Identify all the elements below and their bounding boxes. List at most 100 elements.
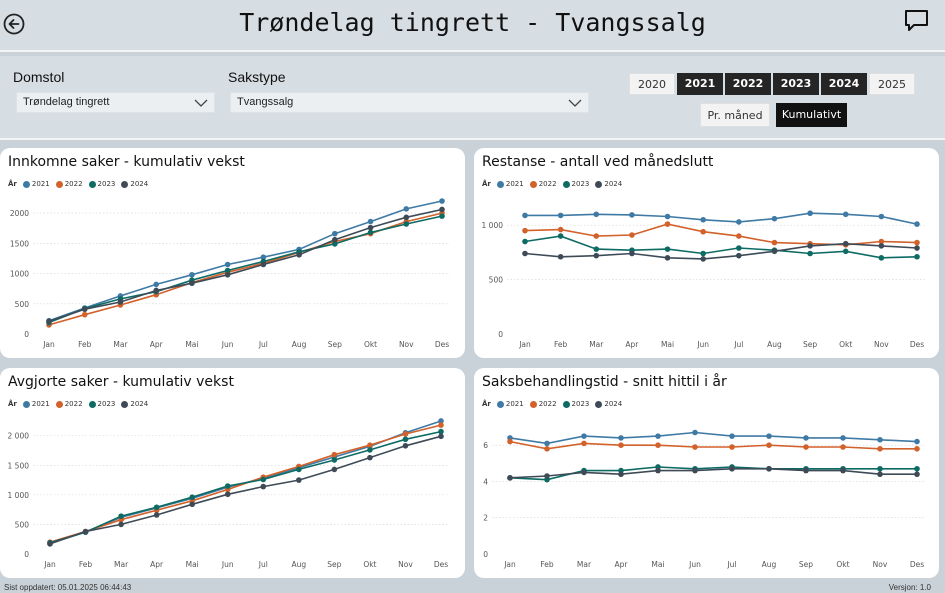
data-point-2024[interactable] xyxy=(189,280,195,287)
sakstype-dropdown[interactable]: Tvangssalg xyxy=(230,92,589,113)
data-point-2024[interactable] xyxy=(153,287,159,294)
data-point-2021[interactable] xyxy=(189,271,195,278)
data-point-2022[interactable] xyxy=(914,239,920,246)
data-point-2022[interactable] xyxy=(331,451,338,458)
data-point-2024[interactable] xyxy=(878,243,885,249)
data-point-2023[interactable] xyxy=(557,233,564,239)
data-point-2022[interactable] xyxy=(736,233,742,239)
data-point-2023[interactable] xyxy=(224,267,231,274)
data-point-2024[interactable] xyxy=(664,255,671,261)
data-point-2021[interactable] xyxy=(736,219,742,225)
data-point-2023[interactable] xyxy=(331,457,338,463)
legend-item-2021[interactable]: 2021 xyxy=(496,400,524,408)
legend-item-2023[interactable]: 2023 xyxy=(88,400,115,408)
data-point-2024[interactable] xyxy=(189,501,195,508)
data-point-2024[interactable] xyxy=(877,471,883,478)
data-point-2022[interactable] xyxy=(522,227,528,234)
data-point-2024[interactable] xyxy=(544,473,550,479)
legend-item-2021[interactable]: 2021 xyxy=(22,180,50,188)
data-point-2024[interactable] xyxy=(507,475,513,481)
data-point-2024[interactable] xyxy=(117,299,124,305)
data-point-2021[interactable] xyxy=(618,435,624,441)
back-arrow-icon[interactable] xyxy=(3,13,25,35)
data-point-2024[interactable] xyxy=(840,467,846,474)
data-point-2024[interactable] xyxy=(402,442,409,449)
data-point-2022[interactable] xyxy=(771,239,778,246)
data-point-2024[interactable] xyxy=(224,491,231,498)
data-point-2022[interactable] xyxy=(81,311,88,318)
data-point-2023[interactable] xyxy=(807,250,813,257)
data-point-2024[interactable] xyxy=(629,250,635,257)
data-point-2024[interactable] xyxy=(729,465,735,472)
data-point-2024[interactable] xyxy=(82,528,89,535)
data-point-2024[interactable] xyxy=(736,252,742,259)
data-point-2021[interactable] xyxy=(260,254,267,261)
data-point-2024[interactable] xyxy=(766,465,772,472)
data-point-2023[interactable] xyxy=(664,246,671,252)
data-point-2023[interactable] xyxy=(367,447,373,453)
data-point-2024[interactable] xyxy=(367,224,374,231)
data-point-2024[interactable] xyxy=(439,206,445,213)
data-point-2021[interactable] xyxy=(557,212,564,219)
data-point-2021[interactable] xyxy=(766,433,772,439)
legend-item-2023[interactable]: 2023 xyxy=(88,180,115,188)
data-point-2024[interactable] xyxy=(655,467,661,474)
year-button-2025[interactable]: 2025 xyxy=(869,73,915,95)
data-point-2023[interactable] xyxy=(260,476,267,483)
data-point-2022[interactable] xyxy=(766,442,772,448)
legend-item-2021[interactable]: 2021 xyxy=(496,180,524,188)
data-point-2021[interactable] xyxy=(877,436,883,443)
data-point-2024[interactable] xyxy=(332,236,338,243)
legend-item-2022[interactable]: 2022 xyxy=(529,400,557,408)
data-point-2021[interactable] xyxy=(771,215,778,222)
year-button-2021[interactable]: 2021 xyxy=(677,73,723,95)
data-point-2022[interactable] xyxy=(581,440,587,447)
data-point-2021[interactable] xyxy=(914,438,920,445)
data-point-2021[interactable] xyxy=(629,212,635,218)
data-point-2021[interactable] xyxy=(544,440,550,447)
year-button-2022[interactable]: 2022 xyxy=(725,73,771,95)
data-point-2022[interactable] xyxy=(700,228,706,235)
data-point-2024[interactable] xyxy=(522,250,528,257)
comment-icon[interactable] xyxy=(904,8,930,34)
data-point-2021[interactable] xyxy=(522,212,528,219)
data-point-2022[interactable] xyxy=(729,444,735,450)
data-point-2024[interactable] xyxy=(224,271,231,278)
legend-item-2024[interactable]: 2024 xyxy=(595,180,622,188)
data-point-2021[interactable] xyxy=(692,429,698,436)
data-point-2024[interactable] xyxy=(842,240,849,247)
data-point-2021[interactable] xyxy=(729,433,735,439)
legend-item-2024[interactable]: 2024 xyxy=(121,400,148,408)
data-point-2021[interactable] xyxy=(803,435,809,441)
data-point-2022[interactable] xyxy=(914,446,920,452)
data-point-2024[interactable] xyxy=(807,243,813,249)
data-point-2021[interactable] xyxy=(153,281,159,288)
data-point-2024[interactable] xyxy=(593,252,600,259)
domstol-dropdown[interactable]: Trøndelag tingrett xyxy=(16,92,215,113)
data-point-2023[interactable] xyxy=(522,238,528,245)
data-point-2023[interactable] xyxy=(367,229,374,236)
data-point-2021[interactable] xyxy=(664,213,671,220)
year-button-2023[interactable]: 2023 xyxy=(773,73,819,95)
data-point-2023[interactable] xyxy=(118,513,124,519)
data-point-2021[interactable] xyxy=(367,218,374,225)
data-point-2022[interactable] xyxy=(877,446,883,452)
legend-item-2022[interactable]: 2022 xyxy=(55,180,83,188)
data-point-2024[interactable] xyxy=(81,306,88,313)
data-point-2024[interactable] xyxy=(692,467,698,474)
data-point-2024[interactable] xyxy=(260,483,267,490)
data-point-2024[interactable] xyxy=(118,521,124,528)
data-point-2023[interactable] xyxy=(877,465,883,472)
data-point-2021[interactable] xyxy=(403,206,410,212)
data-point-2023[interactable] xyxy=(439,213,445,219)
data-point-2022[interactable] xyxy=(618,442,624,448)
data-point-2021[interactable] xyxy=(655,433,661,439)
data-point-2021[interactable] xyxy=(438,418,444,424)
data-point-2022[interactable] xyxy=(803,444,809,450)
data-point-2023[interactable] xyxy=(189,494,195,501)
data-point-2023[interactable] xyxy=(403,221,410,227)
legend-item-2023[interactable]: 2023 xyxy=(562,180,589,188)
data-point-2024[interactable] xyxy=(618,471,624,478)
data-point-2024[interactable] xyxy=(438,433,444,440)
data-point-2023[interactable] xyxy=(593,246,600,252)
